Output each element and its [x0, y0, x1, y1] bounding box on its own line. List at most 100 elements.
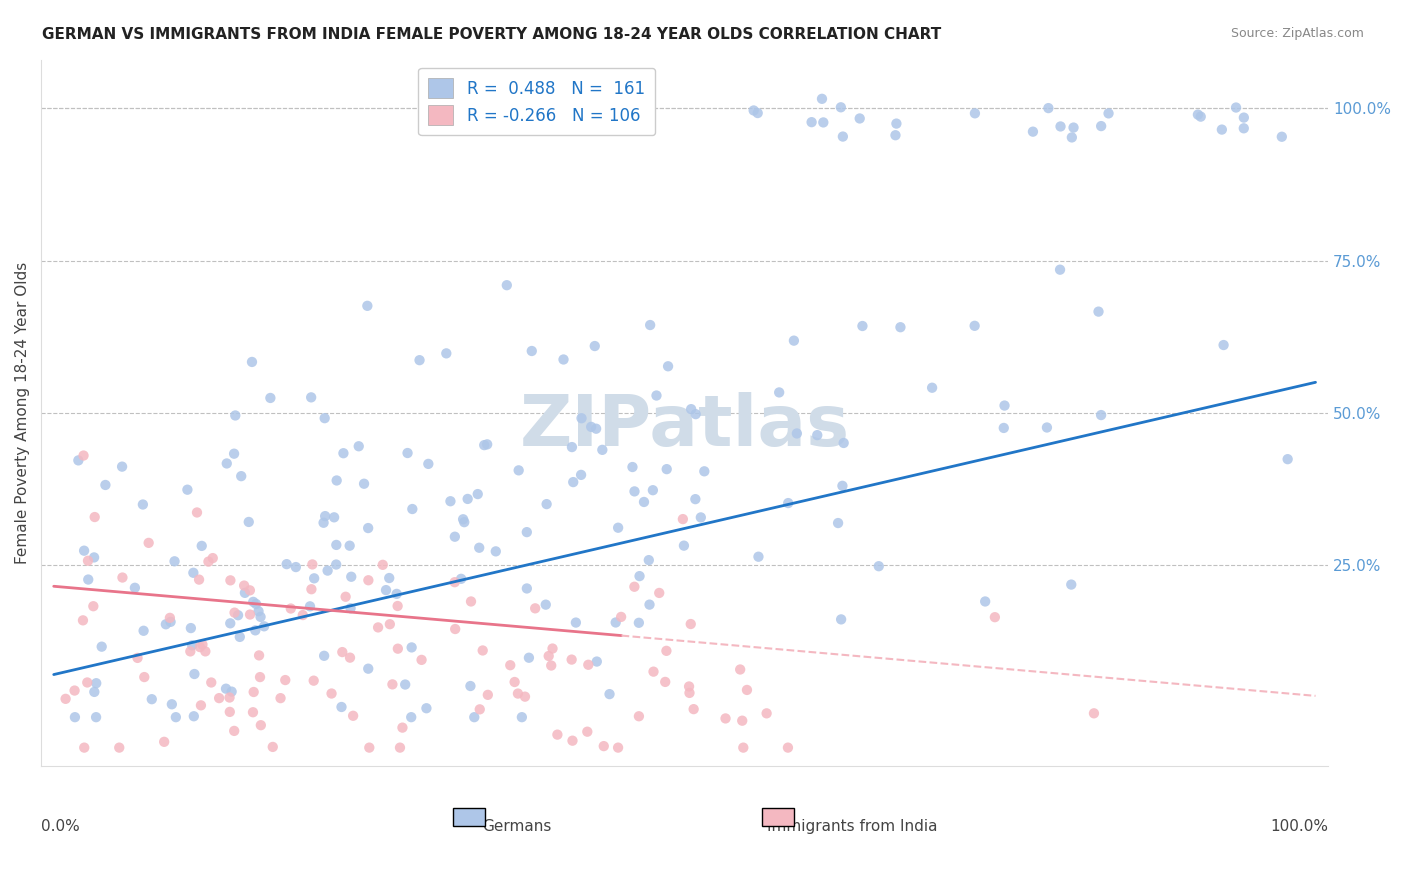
Point [218, 690, 240, 705]
Point [984, 610, 1007, 624]
Point [316, 564, 339, 578]
Point [1225, 101, 1247, 115]
Point [499, 658, 522, 673]
Point [783, 334, 806, 348]
Point [605, 615, 627, 630]
Point [641, 483, 664, 498]
Point [1060, 577, 1083, 591]
Point [728, 663, 751, 677]
Point [188, 640, 211, 654]
Point [541, 641, 564, 656]
Point [218, 705, 240, 719]
Point [233, 578, 256, 592]
Point [165, 710, 187, 724]
Point [339, 539, 361, 553]
Point [314, 648, 336, 663]
Point [742, 103, 765, 118]
Point [689, 510, 711, 524]
Point [678, 680, 700, 694]
Point [830, 612, 852, 626]
Point [371, 558, 394, 572]
Point [84, 676, 107, 690]
Point [1038, 101, 1060, 115]
Point [679, 617, 702, 632]
Point [607, 740, 630, 755]
Point [831, 479, 853, 493]
Point [301, 558, 323, 572]
Point [1083, 706, 1105, 721]
Point [506, 687, 529, 701]
Point [460, 594, 482, 608]
Point [226, 608, 249, 623]
Point [654, 674, 676, 689]
Point [274, 673, 297, 687]
Point [247, 648, 270, 663]
Point [330, 645, 353, 659]
Point [183, 709, 205, 723]
Point [813, 115, 835, 129]
Point [682, 702, 704, 716]
Point [800, 115, 823, 129]
Point [238, 515, 260, 529]
Point [443, 575, 465, 590]
Point [472, 438, 495, 452]
Point [516, 525, 538, 540]
Point [475, 437, 498, 451]
Point [55, 691, 77, 706]
Point [396, 446, 419, 460]
Point [321, 686, 343, 700]
Point [340, 570, 363, 584]
Point [645, 388, 668, 402]
Point [224, 409, 246, 423]
Point [1049, 262, 1071, 277]
Point [1087, 304, 1109, 318]
Point [339, 650, 361, 665]
Point [176, 483, 198, 497]
Point [270, 691, 292, 706]
Point [280, 601, 302, 615]
Point [1271, 129, 1294, 144]
Point [357, 574, 380, 588]
Point [381, 677, 404, 691]
Point [357, 521, 380, 535]
Point [623, 484, 645, 499]
Text: Immigrants from India: Immigrants from India [766, 819, 938, 834]
Point [335, 590, 357, 604]
Point [974, 594, 997, 608]
Point [637, 553, 659, 567]
Point [76, 675, 98, 690]
Point [159, 611, 181, 625]
Point [219, 574, 242, 588]
Point [585, 655, 607, 669]
Point [342, 708, 364, 723]
Point [108, 740, 131, 755]
Point [747, 106, 769, 120]
Point [399, 710, 422, 724]
Point [607, 521, 630, 535]
Point [1233, 121, 1256, 136]
Point [672, 539, 695, 553]
Point [627, 709, 650, 723]
Point [851, 318, 873, 333]
Point [434, 346, 457, 360]
Point [325, 474, 347, 488]
Point [298, 599, 321, 614]
Point [1090, 408, 1112, 422]
Point [219, 616, 242, 631]
Point [353, 476, 375, 491]
Point [72, 613, 94, 627]
Point [735, 682, 758, 697]
Point [768, 385, 790, 400]
Point [378, 571, 401, 585]
Point [67, 453, 90, 467]
Point [485, 544, 508, 558]
Point [463, 710, 485, 724]
Point [627, 615, 650, 630]
Point [1049, 120, 1071, 134]
Point [215, 457, 238, 471]
Point [375, 583, 398, 598]
Point [648, 586, 671, 600]
Point [576, 657, 599, 672]
Point [510, 710, 533, 724]
Point [186, 506, 208, 520]
